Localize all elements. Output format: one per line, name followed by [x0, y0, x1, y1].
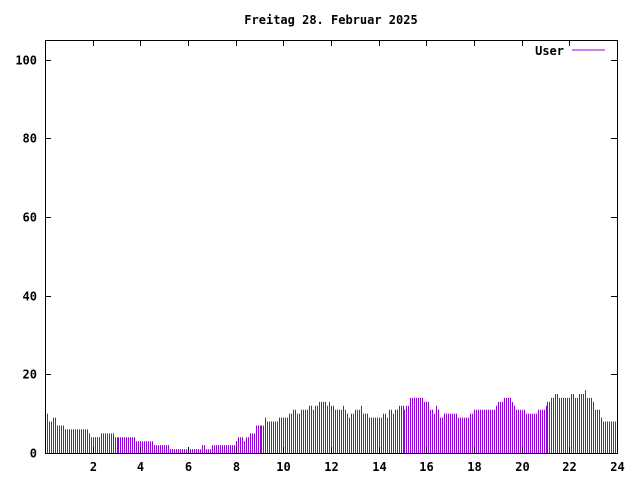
- chart-title: Freitag 28. Februar 2025: [244, 13, 417, 27]
- x-tick-label: 4: [137, 460, 144, 474]
- x-tick-label: 18: [467, 460, 481, 474]
- x-tick-label: 6: [185, 460, 192, 474]
- x-tick-label: 20: [515, 460, 529, 474]
- x-tick-label: 16: [419, 460, 433, 474]
- x-tick-label: 22: [562, 460, 576, 474]
- y-tick-label: 100: [15, 54, 37, 68]
- plot-border: [45, 40, 618, 454]
- bars-group: [45, 390, 616, 453]
- x-tick-label: 10: [276, 460, 290, 474]
- x-tick-label: 14: [372, 460, 386, 474]
- y-tick-label: 0: [30, 447, 37, 461]
- x-tick-label: 12: [324, 460, 338, 474]
- x-tick-label: 2: [90, 460, 97, 474]
- legend-label-user: User: [535, 44, 564, 58]
- y-tick-label: 80: [23, 132, 37, 146]
- y-tick-label: 60: [23, 211, 37, 225]
- legend: User: [535, 44, 605, 58]
- y-tick-label: 20: [23, 368, 37, 382]
- y-tick-label: 40: [23, 290, 37, 304]
- x-tick-label: 8: [233, 460, 240, 474]
- x-tick-label: 24: [610, 460, 624, 474]
